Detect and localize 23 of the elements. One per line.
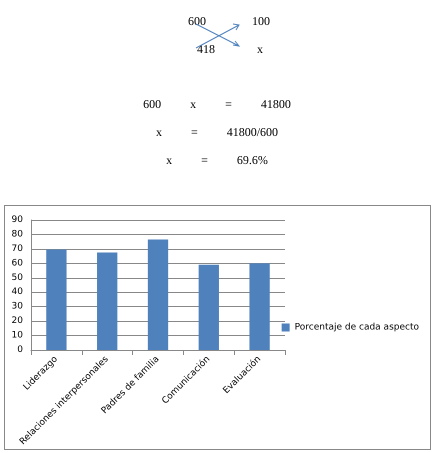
text: x bbox=[257, 42, 263, 57]
text: 600 x = 41800 bbox=[142, 97, 292, 112]
y-tick-label: 50 bbox=[12, 272, 24, 283]
text: 100 bbox=[252, 14, 270, 29]
bar bbox=[46, 249, 67, 350]
bar bbox=[198, 264, 219, 350]
bar bbox=[249, 263, 270, 350]
y-tick-label: 60 bbox=[12, 258, 24, 268]
text: 600 bbox=[188, 14, 206, 29]
y-tick-label: 30 bbox=[12, 302, 24, 312]
text: 418 bbox=[197, 42, 215, 57]
bar bbox=[148, 240, 168, 350]
legend-label: Porcentaje de cada aspecto bbox=[294, 322, 420, 332]
y-tick-label: 40 bbox=[12, 287, 24, 298]
y-tick-label: 10 bbox=[12, 330, 24, 341]
bar bbox=[97, 252, 118, 350]
text: x = 41800/600 bbox=[154, 125, 280, 140]
y-tick-label: 90 bbox=[12, 215, 24, 225]
y-tick-label: 0 bbox=[17, 344, 24, 355]
y-tick-label: 70 bbox=[12, 244, 24, 254]
y-tick-label: 80 bbox=[12, 229, 24, 240]
y-tick-label: 20 bbox=[12, 316, 24, 326]
text: x = 69.6% bbox=[165, 153, 269, 168]
